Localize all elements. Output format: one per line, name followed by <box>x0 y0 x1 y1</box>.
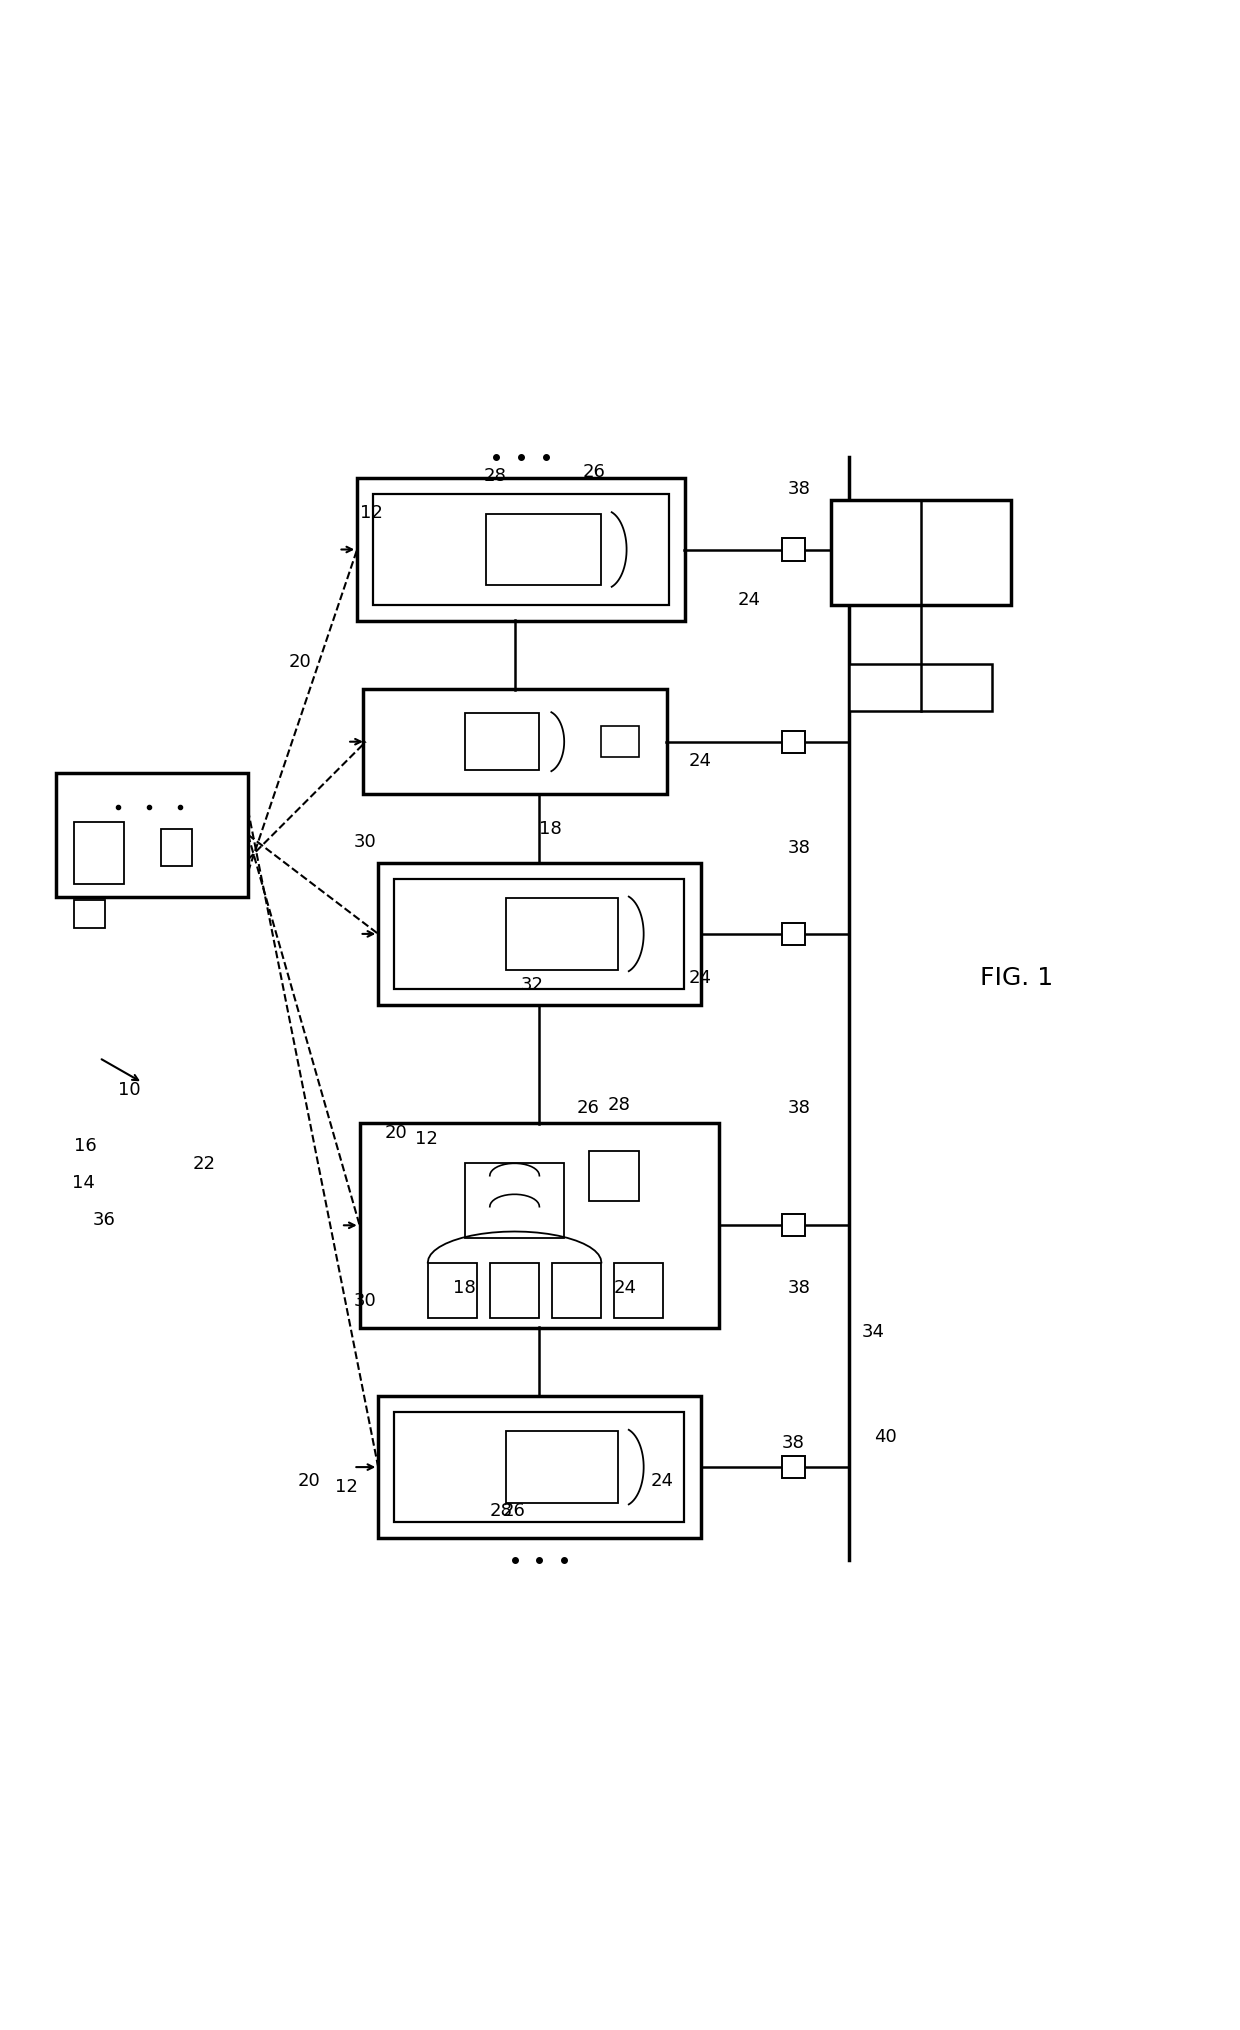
Text: 24: 24 <box>688 751 712 769</box>
Bar <box>74 901 105 928</box>
Bar <box>614 1263 663 1320</box>
Text: 38: 38 <box>781 1433 804 1451</box>
Text: 20: 20 <box>384 1125 407 1141</box>
Bar <box>372 495 670 605</box>
Bar <box>357 479 684 621</box>
Bar <box>161 828 192 867</box>
Text: 24: 24 <box>651 1472 675 1488</box>
Bar <box>601 727 639 757</box>
Text: 20: 20 <box>298 1472 320 1488</box>
Bar <box>486 514 601 587</box>
Text: 26: 26 <box>577 1098 599 1116</box>
Text: 26: 26 <box>583 463 605 481</box>
Text: 28: 28 <box>484 467 506 485</box>
Text: 22: 22 <box>192 1155 216 1173</box>
Bar <box>378 863 701 1005</box>
Bar <box>506 899 619 970</box>
Bar <box>589 1151 639 1202</box>
Text: 12: 12 <box>415 1131 438 1147</box>
Text: 38: 38 <box>787 1279 810 1297</box>
Text: FIG. 1: FIG. 1 <box>981 966 1053 991</box>
Bar <box>378 1397 701 1539</box>
Text: 24: 24 <box>614 1279 637 1297</box>
Text: 16: 16 <box>74 1137 97 1155</box>
Text: 12: 12 <box>360 503 382 522</box>
Text: 26: 26 <box>502 1502 525 1520</box>
Bar <box>490 1263 539 1320</box>
Bar <box>56 773 248 897</box>
Text: 30: 30 <box>353 832 376 851</box>
Bar <box>782 924 805 946</box>
Text: 34: 34 <box>862 1322 885 1340</box>
Text: 18: 18 <box>539 820 562 838</box>
Text: 40: 40 <box>874 1427 897 1445</box>
Text: 38: 38 <box>787 838 810 857</box>
Bar <box>362 690 667 796</box>
Text: 32: 32 <box>521 974 544 993</box>
Text: 24: 24 <box>738 591 761 609</box>
Text: 28: 28 <box>490 1502 512 1520</box>
Bar <box>552 1263 601 1320</box>
Bar <box>506 1431 619 1502</box>
Text: 30: 30 <box>353 1291 376 1309</box>
Bar <box>465 1163 564 1238</box>
Text: 28: 28 <box>608 1096 630 1112</box>
Bar <box>428 1263 477 1320</box>
Text: 38: 38 <box>787 479 810 497</box>
Bar <box>394 879 684 989</box>
Bar <box>782 540 805 562</box>
Text: 12: 12 <box>335 1478 357 1494</box>
Text: 38: 38 <box>787 1098 810 1116</box>
Bar <box>394 1413 684 1522</box>
Text: 36: 36 <box>93 1210 115 1228</box>
Bar <box>465 715 539 771</box>
Bar <box>782 1456 805 1478</box>
Text: 24: 24 <box>688 968 712 987</box>
Bar <box>782 731 805 753</box>
Bar <box>360 1123 719 1328</box>
Text: 10: 10 <box>118 1080 140 1098</box>
Bar <box>831 501 1011 607</box>
Bar <box>849 664 992 710</box>
Text: 18: 18 <box>453 1279 475 1297</box>
Text: 14: 14 <box>72 1173 94 1192</box>
Text: 20: 20 <box>289 654 311 670</box>
Bar <box>74 822 124 885</box>
Bar <box>782 1214 805 1236</box>
